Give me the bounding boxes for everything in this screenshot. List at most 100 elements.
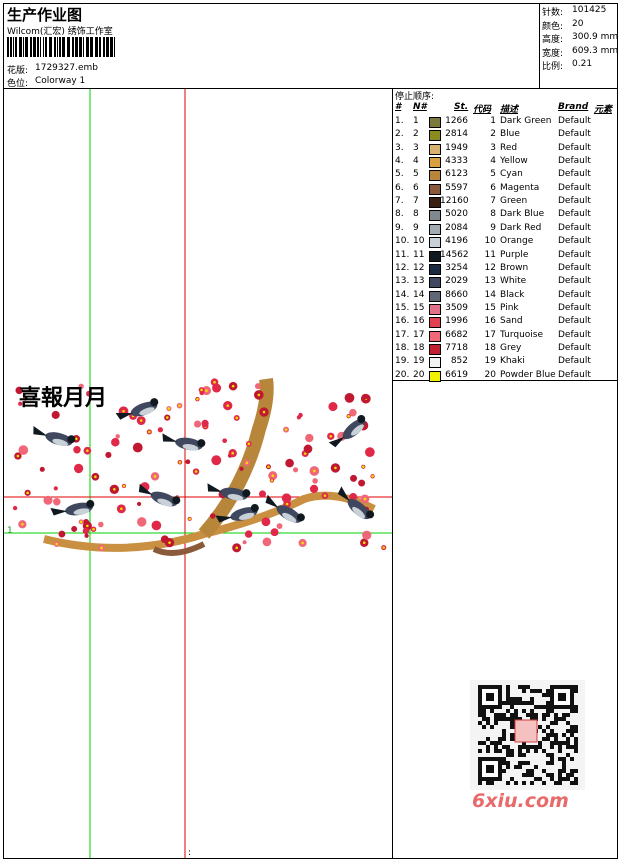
swatch <box>429 197 441 209</box>
blossom <box>71 525 78 532</box>
qr-module <box>530 689 534 693</box>
row-index: 4. <box>395 156 404 167</box>
qr-module <box>558 741 562 745</box>
blossom <box>350 474 358 482</box>
brand: Default <box>558 236 591 247</box>
description: Yellow <box>500 156 528 167</box>
blossom <box>12 505 18 511</box>
bird <box>50 499 95 516</box>
stitches: 2814 <box>445 129 468 140</box>
code: 6 <box>490 182 496 193</box>
qr-finder <box>486 693 494 701</box>
qr-module <box>558 777 562 781</box>
qr-module <box>574 705 578 709</box>
code: 1 <box>490 116 496 126</box>
qr-module <box>510 717 514 721</box>
blossom-center <box>247 442 251 446</box>
row-index: 1. <box>395 116 404 126</box>
bar <box>25 37 28 57</box>
blossom <box>242 540 247 545</box>
bird-tail <box>115 412 133 420</box>
qr-module <box>510 733 514 737</box>
code: 13 <box>484 276 496 287</box>
blossom <box>18 445 29 455</box>
code: 18 <box>484 342 496 353</box>
bar <box>10 37 12 57</box>
qr-module <box>510 721 514 725</box>
qr-module <box>502 729 506 733</box>
blossom <box>73 446 81 454</box>
bird-belly <box>157 498 173 507</box>
bar <box>114 37 115 57</box>
qr-module <box>574 689 578 693</box>
blossom-center <box>235 546 239 550</box>
bird-head <box>67 435 76 444</box>
qr-module <box>530 701 534 705</box>
blossom <box>194 420 202 428</box>
qr-module <box>546 689 550 693</box>
qr-module <box>526 749 530 753</box>
qr-module <box>562 769 566 773</box>
qr-module <box>550 753 554 757</box>
qr-module <box>534 777 538 781</box>
blossom-center <box>205 389 208 392</box>
blossom-center <box>86 449 89 453</box>
brand: Default <box>558 316 591 327</box>
description: Orange <box>500 236 534 247</box>
qr-module <box>558 781 562 785</box>
qr-module <box>502 745 506 749</box>
qr-module <box>570 773 574 777</box>
bar <box>7 37 9 57</box>
stitches: 4333 <box>445 156 468 167</box>
code: 19 <box>484 356 496 367</box>
stitches: 1996 <box>445 316 468 327</box>
blossom-center <box>231 451 234 455</box>
description: Magenta <box>500 182 540 193</box>
qr-module <box>498 737 502 741</box>
qr-module <box>514 765 518 769</box>
blossom-center <box>329 434 333 438</box>
blossom-center <box>196 397 199 401</box>
qr-module <box>522 689 526 693</box>
qr-module <box>542 713 546 717</box>
blossom <box>303 444 313 454</box>
blossom-center <box>92 527 95 531</box>
code: 16 <box>484 316 496 327</box>
qr-module <box>570 769 574 773</box>
qr-module <box>494 721 498 725</box>
blossom-center <box>100 546 103 550</box>
row-n: 19 <box>413 356 425 367</box>
qr-module <box>510 701 514 705</box>
info-label: 宽度: <box>542 48 564 59</box>
blossom-center <box>194 470 198 473</box>
qr-module <box>546 705 550 709</box>
brand: Default <box>558 182 591 193</box>
branch <box>43 491 376 552</box>
swatch <box>429 143 441 155</box>
blossom-center <box>79 520 83 524</box>
row-index: 15. <box>395 302 410 313</box>
qr-finder <box>486 765 494 773</box>
info-value: 0.21 <box>572 59 593 69</box>
qr-module <box>506 701 510 705</box>
description: Red <box>500 142 518 153</box>
bird-belly <box>182 444 199 451</box>
qr-module <box>562 713 566 717</box>
bird <box>215 503 259 523</box>
row-index: 6. <box>395 182 404 193</box>
stitches: 8660 <box>445 289 468 300</box>
bird <box>138 483 181 507</box>
qr-module <box>562 777 566 781</box>
row-index: 20. <box>395 369 410 380</box>
stitches: 6619 <box>445 369 468 380</box>
qr-module <box>482 741 486 745</box>
qr-module <box>538 705 542 709</box>
qr-module <box>518 753 522 757</box>
qr-module <box>518 761 522 765</box>
row-n: 3 <box>413 142 419 153</box>
qr-module <box>554 733 558 737</box>
table-box <box>392 88 618 381</box>
blossom-center <box>188 517 191 521</box>
blossom <box>305 433 314 443</box>
qr-module <box>522 761 526 765</box>
